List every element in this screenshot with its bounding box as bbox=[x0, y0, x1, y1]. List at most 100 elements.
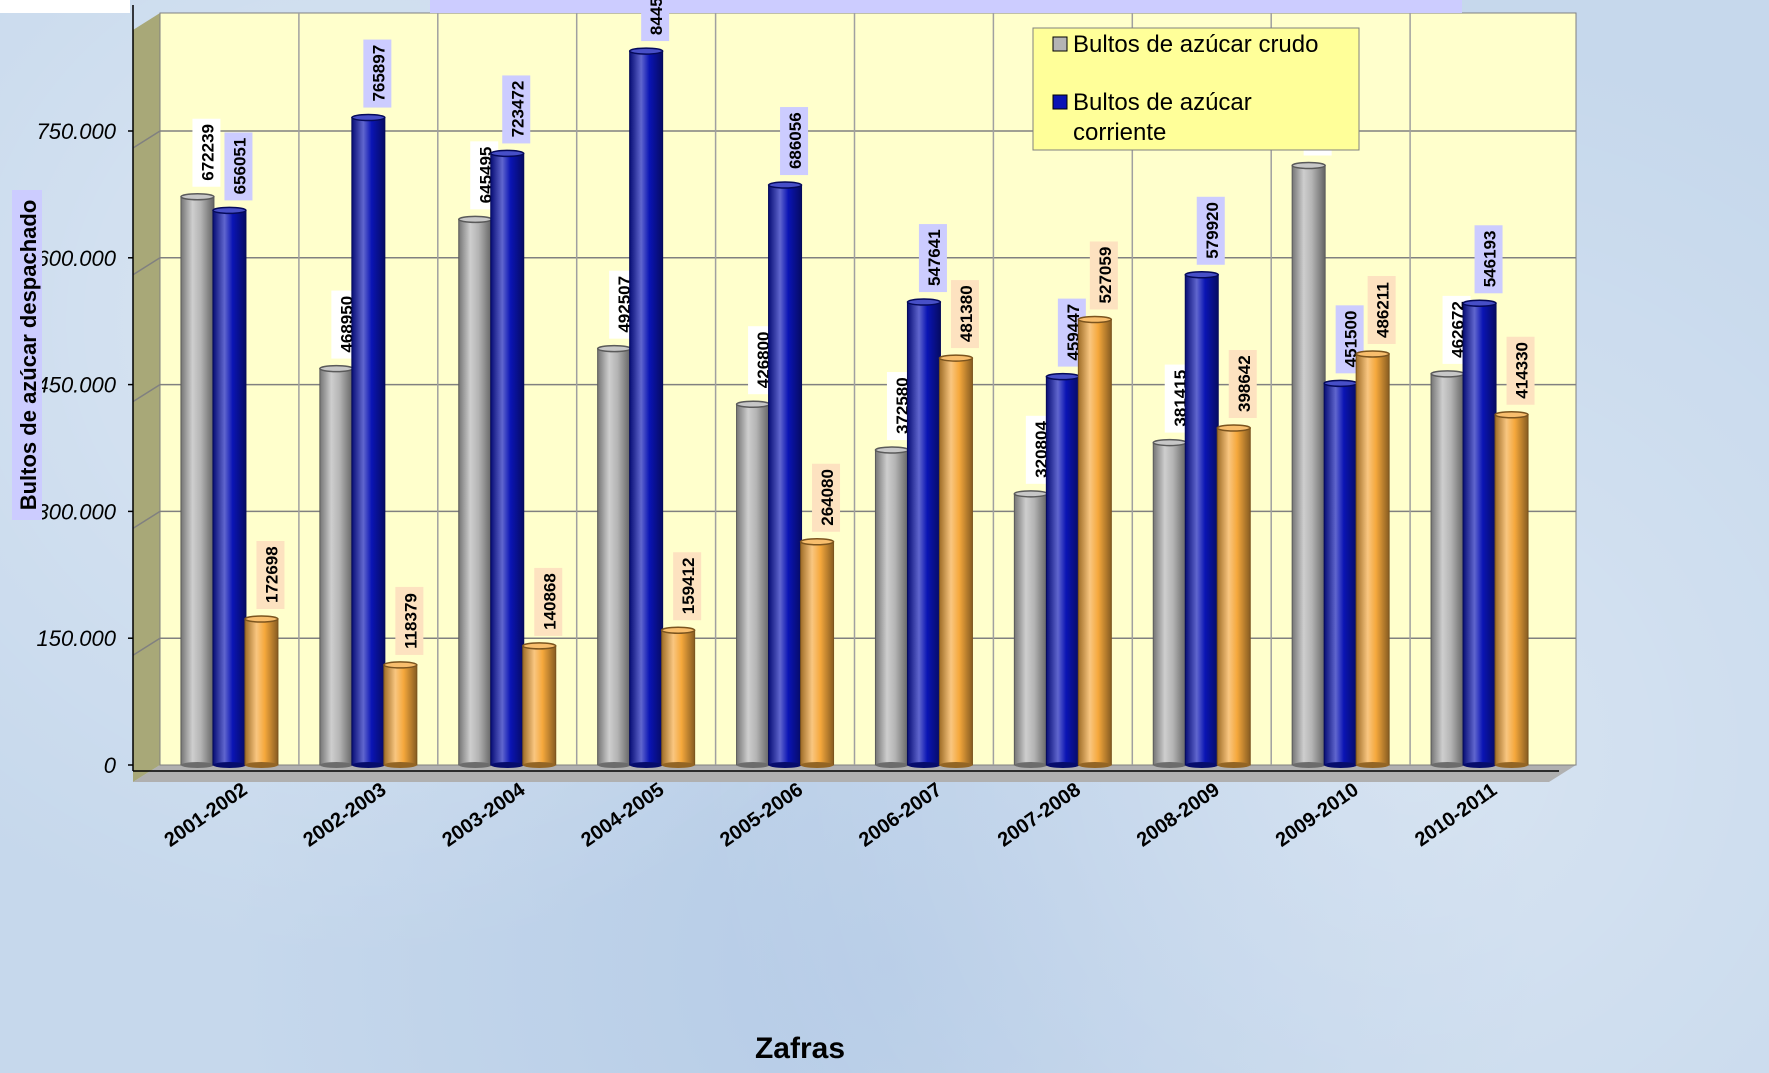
bar-cap bbox=[1462, 299, 1497, 308]
x-tick-label: 2008-2009 bbox=[1133, 779, 1224, 852]
legend-swatch bbox=[1052, 36, 1068, 52]
bar-base bbox=[800, 762, 834, 768]
data-label-bg bbox=[1196, 196, 1225, 265]
data-label: 672239 bbox=[198, 124, 217, 181]
data-label-group: 672239 bbox=[192, 118, 221, 187]
bar-base bbox=[212, 762, 246, 768]
data-label: 579920 bbox=[1203, 202, 1222, 259]
data-label-group: 172698 bbox=[256, 541, 285, 610]
bar-cap bbox=[1323, 379, 1358, 388]
bar bbox=[800, 541, 835, 766]
bar-cap bbox=[180, 192, 215, 201]
data-label-group: 159412 bbox=[673, 552, 702, 621]
bar-base bbox=[1463, 762, 1497, 768]
y-tick-label: 0 bbox=[104, 753, 117, 778]
bar-base bbox=[1153, 762, 1187, 768]
bar-base bbox=[351, 762, 385, 768]
bar-base bbox=[244, 762, 278, 768]
data-label-bg bbox=[1228, 350, 1257, 419]
y-axis-title-bg bbox=[12, 190, 42, 520]
data-label: 723472 bbox=[508, 81, 527, 138]
data-label-group: 264080 bbox=[812, 463, 841, 532]
x-tick-label: 2002-2003 bbox=[299, 779, 390, 852]
data-label-bg bbox=[363, 39, 392, 108]
x-tick-label: 2005-2006 bbox=[716, 779, 807, 852]
bar-cap bbox=[383, 661, 418, 669]
bar-cap bbox=[351, 113, 386, 122]
data-label: 118379 bbox=[401, 593, 420, 649]
data-label-group: 686056 bbox=[780, 107, 809, 176]
data-label-bg bbox=[224, 132, 253, 201]
data-label-group: 579920 bbox=[1196, 196, 1225, 265]
data-label-bg bbox=[1506, 336, 1535, 405]
x-tick-label: 2006-2007 bbox=[855, 779, 946, 852]
bar bbox=[180, 196, 215, 766]
bar bbox=[736, 403, 771, 766]
data-label: 140868 bbox=[540, 573, 559, 630]
bar-cap bbox=[1355, 350, 1390, 358]
bar-cap bbox=[938, 354, 974, 362]
bar bbox=[1013, 493, 1048, 766]
bar-cap bbox=[628, 47, 664, 55]
bar-base bbox=[383, 762, 417, 768]
data-label-group: 844558 bbox=[641, 0, 670, 42]
bar-cap bbox=[874, 446, 910, 454]
data-label-group: 118379 bbox=[395, 586, 424, 655]
bar bbox=[458, 218, 493, 766]
data-label-bg bbox=[1474, 225, 1503, 294]
x-tick-label: 2007-2008 bbox=[994, 779, 1085, 852]
data-label-bg bbox=[256, 541, 285, 610]
bar-base bbox=[768, 762, 802, 768]
bar-base bbox=[939, 762, 973, 768]
bar bbox=[1077, 318, 1112, 766]
corner-logo bbox=[0, 0, 130, 13]
legend-label-line: Bultos de azúcar bbox=[1073, 89, 1252, 116]
data-label: 172698 bbox=[262, 546, 281, 603]
bar-cap bbox=[1152, 438, 1187, 447]
gridline-side bbox=[132, 130, 161, 149]
bar-cap bbox=[1045, 372, 1081, 381]
data-label-group: 546193 bbox=[1474, 225, 1503, 294]
bar bbox=[938, 357, 973, 766]
x-tick-label: 2001-2002 bbox=[161, 779, 252, 852]
bar bbox=[351, 117, 386, 766]
y-tick-label: 150.000 bbox=[36, 626, 116, 651]
y-tick-label: 750.000 bbox=[36, 119, 116, 144]
data-label-group: 723472 bbox=[502, 75, 531, 144]
data-label: 844558 bbox=[647, 0, 666, 35]
bar-cap bbox=[212, 206, 247, 215]
bar-cap bbox=[458, 215, 493, 224]
bar bbox=[244, 618, 279, 766]
bar-cap bbox=[799, 538, 835, 546]
x-tick-label: 2010-2011 bbox=[1411, 779, 1501, 851]
data-label-group: 398642 bbox=[1228, 350, 1257, 419]
bar bbox=[1355, 353, 1390, 766]
bar-cap bbox=[660, 626, 696, 634]
gridline-side bbox=[132, 637, 161, 656]
bar bbox=[597, 348, 632, 766]
bar-cap bbox=[244, 615, 279, 623]
bar-base bbox=[875, 762, 909, 768]
bar-base bbox=[180, 762, 214, 768]
bar-cap bbox=[767, 181, 803, 189]
bar bbox=[522, 645, 557, 766]
data-label-bg bbox=[502, 75, 531, 144]
bar-base bbox=[1495, 762, 1529, 768]
bar-cap bbox=[1184, 271, 1219, 279]
data-label-bg bbox=[192, 118, 221, 187]
data-label: 656051 bbox=[230, 138, 249, 195]
bar-base bbox=[458, 762, 492, 768]
data-label: 414330 bbox=[1513, 342, 1532, 399]
bar-cap bbox=[490, 149, 525, 158]
bar-cap bbox=[1013, 490, 1049, 498]
bar-base bbox=[629, 762, 663, 768]
data-label-group: 486211 bbox=[1367, 275, 1396, 344]
bar-base bbox=[1292, 762, 1326, 768]
bar bbox=[490, 152, 525, 766]
data-label: 546193 bbox=[1481, 231, 1500, 288]
bar-cap bbox=[1077, 315, 1113, 324]
bar bbox=[383, 664, 418, 766]
bar bbox=[874, 449, 909, 766]
bar-cap bbox=[1216, 424, 1251, 432]
